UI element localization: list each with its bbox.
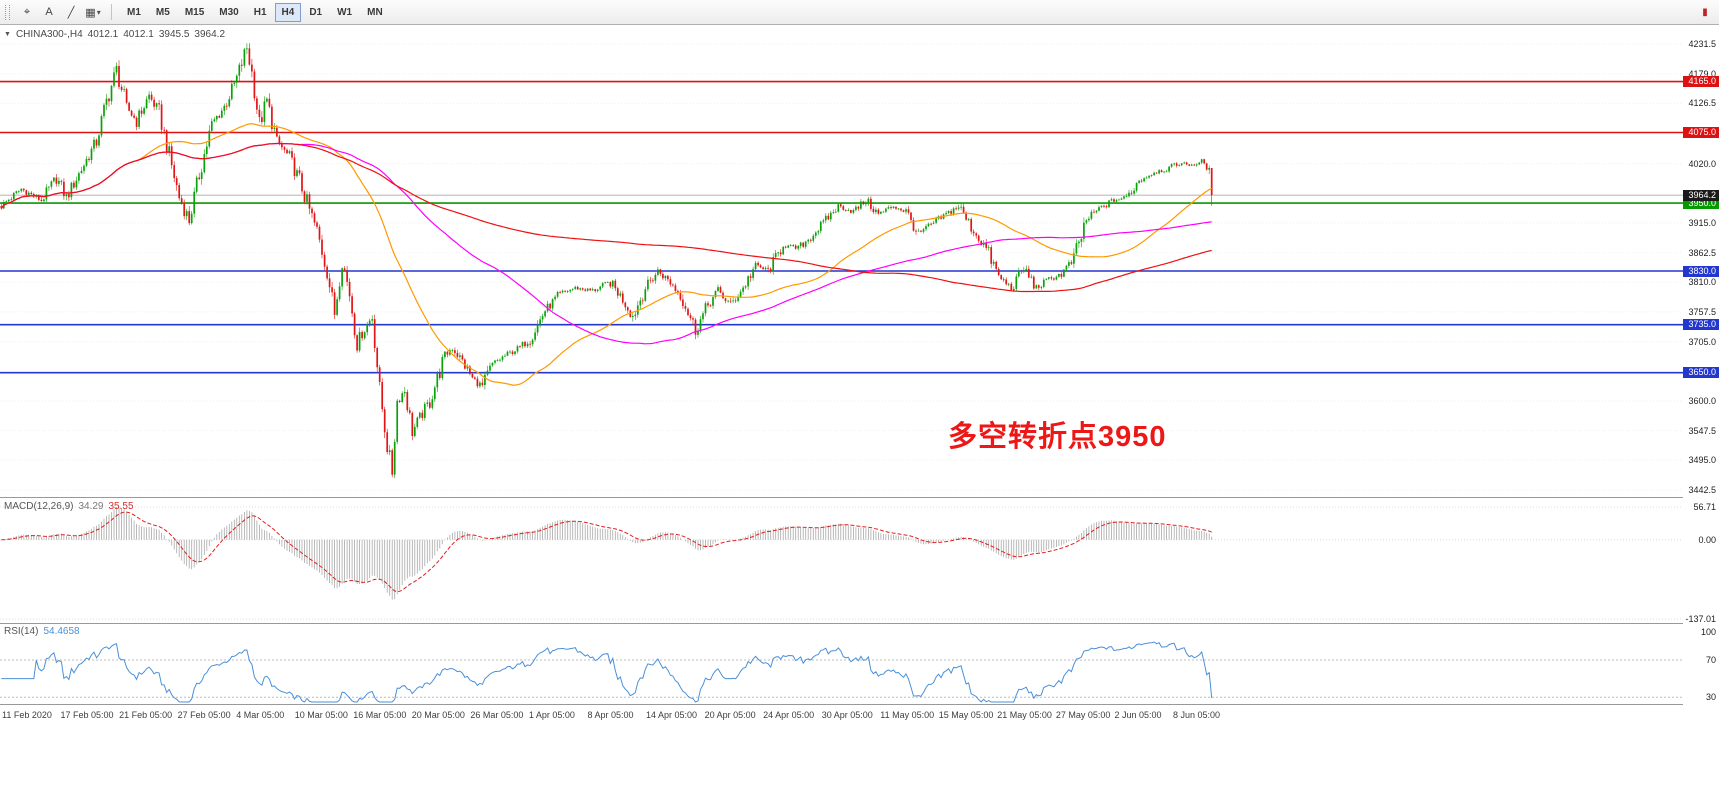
timeframe-button-m30[interactable]: M30 bbox=[212, 3, 245, 22]
chart-mode-icon: ▮ bbox=[1702, 6, 1708, 18]
price-tick-label: 4179.0 bbox=[1688, 68, 1716, 79]
toolbar: ⌖ A ╱ ▦ ▾ M1 M5 M15 M30 H1 H4 D1 W1 MN ▮ bbox=[0, 0, 1719, 25]
chart-mode-button[interactable]: ▮ bbox=[1695, 2, 1715, 22]
time-axis[interactable]: 11 Feb 2020 17 Feb 05:00 21 Feb 05:00 27 Fe… bbox=[0, 705, 1683, 731]
chart-canvas[interactable] bbox=[0, 25, 1719, 791]
price-tick-label: 3757.5 bbox=[1688, 306, 1716, 317]
time-label: 26 Mar 05:00 bbox=[470, 710, 524, 720]
chart-region[interactable]: ▼ CHINA300-,H4 4012.1 4012.1 3945.5 3964… bbox=[0, 25, 1719, 791]
price-tick-label: 4231.5 bbox=[1688, 39, 1716, 49]
price-tick-label: 3810.0 bbox=[1688, 277, 1716, 288]
text-label-tool-button[interactable]: A bbox=[39, 2, 59, 22]
time-label: 21 May 05:00 bbox=[997, 710, 1052, 720]
price-tick-label: 3915.0 bbox=[1688, 217, 1716, 228]
rsi-scale-label: 70 bbox=[1705, 655, 1716, 665]
rsi-label: RSI(14) bbox=[4, 626, 39, 637]
shapes-icon: ▦ bbox=[85, 6, 96, 19]
open-value: 4012.1 bbox=[87, 29, 119, 40]
time-label: 8 Jun 05:00 bbox=[1173, 710, 1221, 720]
rsi-scale-label: 30 bbox=[1705, 692, 1716, 703]
time-label: 2 Jun 05:00 bbox=[1114, 710, 1162, 720]
shapes-tool-button[interactable]: ▦ ▾ bbox=[83, 2, 103, 22]
time-label: 27 Feb 05:00 bbox=[177, 710, 231, 720]
trendline-tool-button[interactable]: ╱ bbox=[61, 2, 81, 22]
price-tick-label: 3495.0 bbox=[1688, 455, 1716, 466]
trendline-icon: ╱ bbox=[67, 6, 75, 19]
crosshair-tool-button[interactable]: ⌖ bbox=[17, 2, 37, 22]
price-tick-label: 3600.0 bbox=[1688, 396, 1716, 406]
timeframe-button-m5[interactable]: M5 bbox=[149, 3, 177, 22]
level-price-badge: 3650.0 bbox=[1683, 367, 1719, 379]
toolbar-grip[interactable] bbox=[5, 4, 10, 20]
timeframe-button-d1[interactable]: D1 bbox=[302, 3, 329, 22]
time-label: 30 Apr 05:00 bbox=[821, 710, 873, 720]
time-label: 20 Mar 05:00 bbox=[411, 710, 465, 720]
rsi-scale-label: 100 bbox=[1700, 627, 1716, 637]
time-label: 1 Apr 05:00 bbox=[528, 710, 575, 720]
toolbar-separator bbox=[111, 4, 112, 20]
time-label: 10 Mar 05:00 bbox=[294, 710, 348, 720]
time-label: 20 Apr 05:00 bbox=[704, 710, 756, 720]
macd-label: MACD(12,26,9) bbox=[4, 501, 74, 512]
price-tick-label: 4126.5 bbox=[1688, 98, 1716, 109]
chevron-down-icon: ▾ bbox=[96, 7, 101, 17]
time-label: 24 Apr 05:00 bbox=[763, 710, 815, 720]
crosshair-icon: ⌖ bbox=[23, 5, 31, 18]
time-label: 11 Feb 2020 bbox=[2, 710, 52, 720]
price-tick-label: 3705.0 bbox=[1688, 336, 1716, 347]
price-tick-label: 3442.5 bbox=[1688, 485, 1716, 495]
price-tick-label: 3547.5 bbox=[1688, 425, 1716, 436]
symbol-header: ▼ CHINA300-,H4 4012.1 4012.1 3945.5 3964… bbox=[4, 29, 225, 40]
high-value: 4012.1 bbox=[123, 29, 154, 40]
timeframe-button-mn[interactable]: MN bbox=[360, 3, 390, 22]
price-tick-label: 4020.0 bbox=[1688, 158, 1716, 169]
time-label: 17 Feb 05:00 bbox=[60, 710, 114, 720]
timeframe-button-m1[interactable]: M1 bbox=[120, 3, 148, 22]
timeframe-button-m15[interactable]: M15 bbox=[178, 3, 211, 22]
timeframe-button-h1[interactable]: H1 bbox=[247, 3, 274, 22]
timeframe-button-h4[interactable]: H4 bbox=[274, 2, 302, 22]
time-label: 11 May 05:00 bbox=[880, 710, 935, 720]
time-label: 8 Apr 05:00 bbox=[587, 710, 634, 720]
time-label: 4 Mar 05:00 bbox=[236, 710, 285, 720]
time-label: 21 Feb 05:00 bbox=[119, 710, 173, 720]
current-price-badge: 3964.2 bbox=[1683, 189, 1719, 201]
time-label: 14 Apr 05:00 bbox=[646, 710, 698, 720]
price-scale[interactable]: 4231.5 4179.0 4126.5 4020.0 3915.0 3862.5 3810… bbox=[1683, 25, 1719, 705]
timeframe-button-w1[interactable]: W1 bbox=[330, 3, 359, 22]
close-value: 3964.2 bbox=[194, 29, 226, 40]
rsi-header: RSI(14) 54.4658 bbox=[4, 626, 85, 637]
chart-annotation-text: 多空转折点3950 bbox=[948, 421, 1167, 453]
price-tick-label: 3862.5 bbox=[1688, 247, 1716, 258]
level-price-badge: 4075.0 bbox=[1683, 127, 1719, 138]
level-price-badge: 4165.0 bbox=[1683, 76, 1719, 88]
macd-value: 34.29 bbox=[78, 501, 104, 512]
collapse-triangle-icon: ▼ bbox=[4, 31, 11, 38]
low-value: 3945.5 bbox=[158, 29, 190, 40]
macd-signal-value: 35.55 bbox=[108, 501, 134, 512]
time-label: 27 May 05:00 bbox=[1055, 710, 1111, 720]
time-label: 16 Mar 05:00 bbox=[353, 710, 407, 720]
macd-scale-label: -137.01 bbox=[1685, 614, 1716, 624]
symbol-timeframe-label: CHINA300-,H4 bbox=[15, 29, 83, 40]
level-price-badge: 3830.0 bbox=[1683, 265, 1719, 277]
level-price-badge: 3950.0 bbox=[1683, 197, 1719, 209]
rsi-value: 54.4658 bbox=[43, 626, 80, 637]
macd-scale-label: 0.00 bbox=[1698, 534, 1716, 545]
macd-scale-label: 56.71 bbox=[1693, 502, 1716, 512]
time-label: 15 May 05:00 bbox=[938, 710, 994, 720]
timeframe-group: M1 M5 M15 M30 H1 H4 D1 W1 MN bbox=[120, 2, 390, 22]
text-label-icon: A bbox=[45, 6, 53, 18]
macd-header: MACD(12,26,9) 34.29 35.55 bbox=[4, 501, 139, 512]
level-price-badge: 3735.0 bbox=[1683, 319, 1719, 331]
